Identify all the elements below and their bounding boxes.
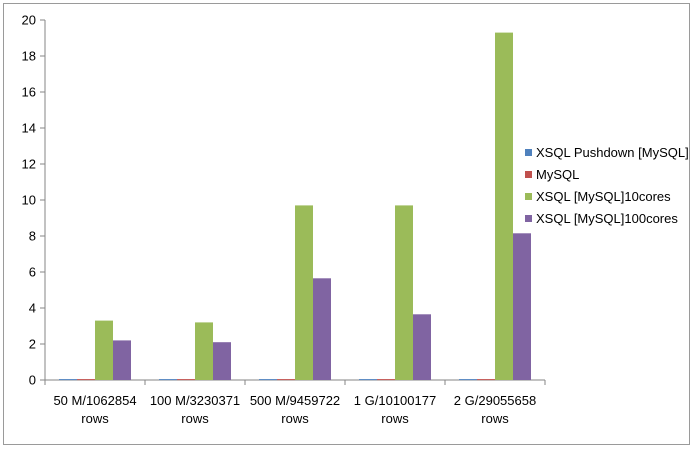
bar bbox=[95, 320, 113, 380]
x-axis-tick-labels: 50 M/1062854 rows 100 M/3230371 rows 500 M/9… bbox=[53, 393, 536, 426]
y-axis-tick-labels: 0 2 4 6 8 10 12 14 16 18 20 bbox=[22, 13, 36, 388]
y-tick-label: 20 bbox=[22, 13, 36, 28]
bar bbox=[313, 278, 331, 380]
bar bbox=[259, 379, 277, 381]
y-tick-label: 4 bbox=[29, 301, 36, 316]
bar bbox=[477, 379, 495, 381]
legend-swatch bbox=[525, 193, 532, 200]
y-tick-label: 12 bbox=[22, 157, 36, 172]
x-tick-label: 50 M/1062854 rows bbox=[53, 393, 136, 426]
bar bbox=[377, 379, 395, 381]
bar bbox=[359, 379, 377, 381]
legend-swatch bbox=[525, 149, 532, 156]
bar bbox=[495, 32, 513, 380]
chart-legend: XSQL Pushdown [MySQL] MySQL XSQL [MySQL]10… bbox=[525, 145, 689, 226]
bar bbox=[195, 322, 213, 380]
x-tick-label: 500 M/9459722 rows bbox=[250, 393, 340, 426]
y-tick-label: 8 bbox=[29, 229, 36, 244]
legend-label: MySQL bbox=[536, 167, 579, 182]
y-tick-label: 18 bbox=[22, 49, 36, 64]
chart-bars bbox=[59, 32, 531, 381]
legend-swatch bbox=[525, 215, 532, 222]
bar bbox=[513, 233, 531, 380]
x-tick-label: 100 M/3230371 rows bbox=[150, 393, 240, 426]
legend-label: XSQL Pushdown [MySQL] bbox=[536, 145, 689, 160]
y-tick-label: 0 bbox=[29, 373, 36, 388]
bar bbox=[277, 379, 295, 381]
bar bbox=[177, 379, 195, 381]
bar bbox=[159, 379, 177, 381]
bar bbox=[413, 314, 431, 380]
y-tick-label: 2 bbox=[29, 337, 36, 352]
bar bbox=[59, 379, 77, 381]
y-tick-label: 16 bbox=[22, 85, 36, 100]
bar bbox=[77, 379, 95, 381]
chart-axes bbox=[40, 19, 546, 385]
y-tick-label: 10 bbox=[22, 193, 36, 208]
bar bbox=[113, 340, 131, 380]
legend-label: XSQL [MySQL]10cores bbox=[536, 189, 671, 204]
y-tick-label: 6 bbox=[29, 265, 36, 280]
bar bbox=[395, 205, 413, 380]
x-tick-label: 2 G/29055658 rows bbox=[454, 393, 536, 426]
bar bbox=[459, 379, 477, 381]
legend-swatch bbox=[525, 171, 532, 178]
x-tick-label: 1 G/10100177 rows bbox=[354, 393, 436, 426]
bar bbox=[295, 205, 313, 380]
y-tick-label: 14 bbox=[22, 121, 36, 136]
bar bbox=[213, 342, 231, 380]
legend-label: XSQL [MySQL]100cores bbox=[536, 211, 678, 226]
